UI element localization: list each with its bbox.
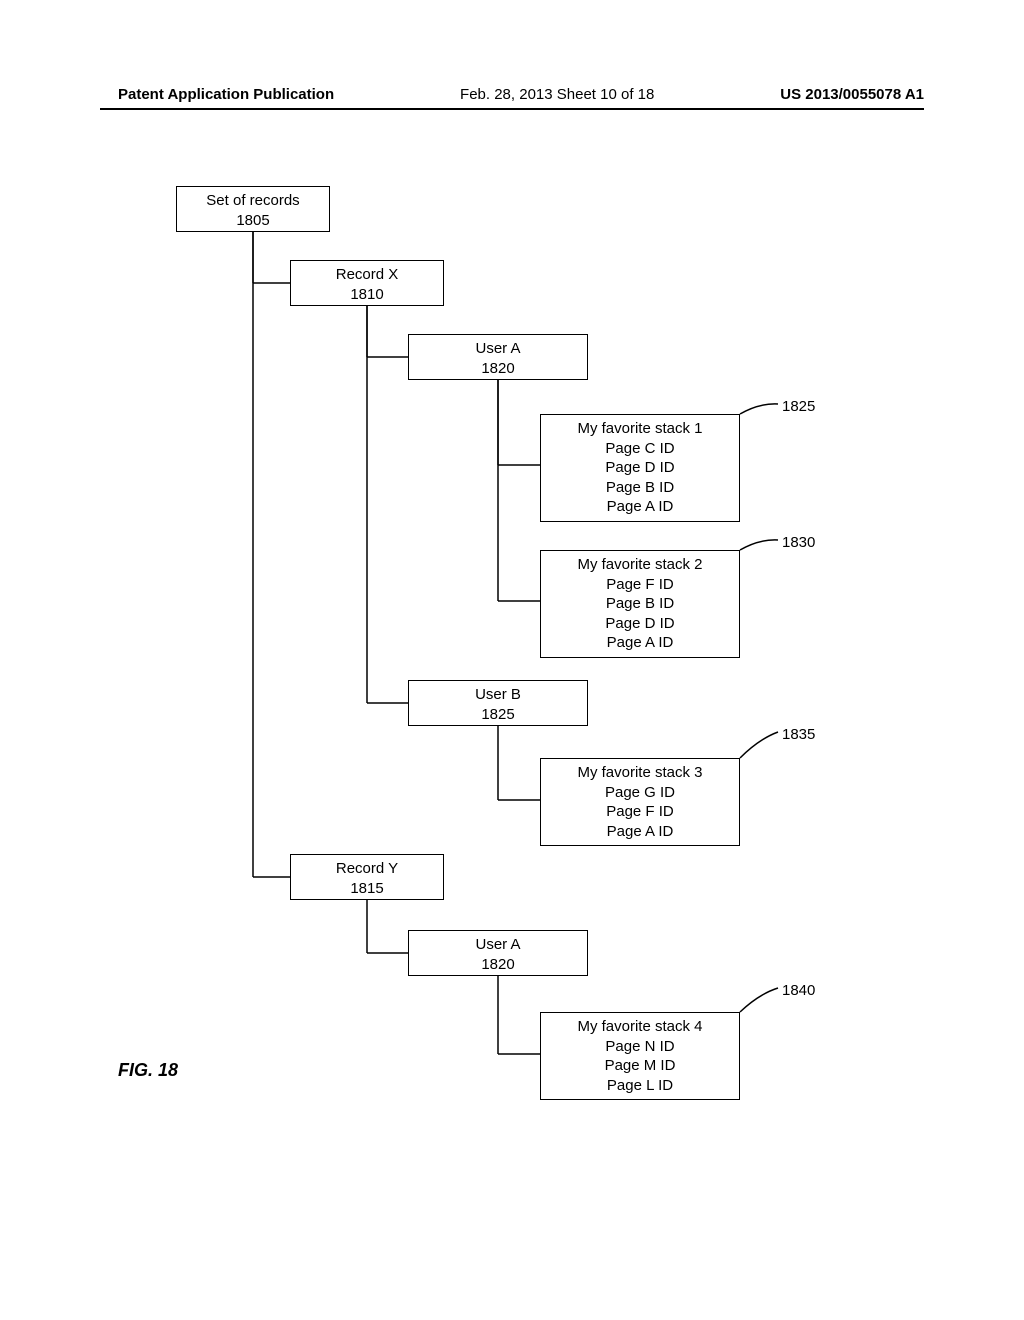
connectors-svg: [0, 0, 1024, 1320]
node-ref: 1810: [297, 285, 437, 305]
stack-title: My favorite stack 3: [551, 763, 729, 783]
node-user-b: User B 1825: [408, 680, 588, 726]
stack-item: Page M ID: [551, 1056, 729, 1076]
stack-item: Page C ID: [551, 439, 729, 459]
stack-3: My favorite stack 3 Page G ID Page F ID …: [540, 758, 740, 846]
stack-4: My favorite stack 4 Page N ID Page M ID …: [540, 1012, 740, 1100]
stack-item: Page A ID: [551, 497, 729, 517]
node-user-a-2: User A 1820: [408, 930, 588, 976]
page: Patent Application Publication Feb. 28, …: [0, 0, 1024, 1320]
node-ref: 1820: [415, 359, 581, 379]
node-record-y: Record Y 1815: [290, 854, 444, 900]
node-label: Record Y: [297, 859, 437, 879]
node-label: User A: [415, 935, 581, 955]
node-label: Set of records: [183, 191, 323, 211]
node-label: User B: [415, 685, 581, 705]
ref-label-1825: 1825: [782, 398, 815, 415]
stack-item: Page D ID: [551, 614, 729, 634]
node-label: User A: [415, 339, 581, 359]
node-ref: 1805: [183, 211, 323, 231]
stack-item: Page B ID: [551, 594, 729, 614]
node-ref: 1815: [297, 879, 437, 899]
ref-label-1840: 1840: [782, 982, 815, 999]
stack-title: My favorite stack 2: [551, 555, 729, 575]
stack-1: My favorite stack 1 Page C ID Page D ID …: [540, 414, 740, 522]
node-user-a-1: User A 1820: [408, 334, 588, 380]
stack-item: Page A ID: [551, 633, 729, 653]
stack-item: Page F ID: [551, 802, 729, 822]
stack-item: Page L ID: [551, 1076, 729, 1096]
stack-item: Page G ID: [551, 783, 729, 803]
node-record-x: Record X 1810: [290, 260, 444, 306]
tree-diagram: Set of records 1805 Record X 1810 User A…: [0, 0, 1024, 1320]
stack-item: Page D ID: [551, 458, 729, 478]
stack-title: My favorite stack 1: [551, 419, 729, 439]
node-label: Record X: [297, 265, 437, 285]
node-ref: 1820: [415, 955, 581, 975]
ref-label-1830: 1830: [782, 534, 815, 551]
stack-title: My favorite stack 4: [551, 1017, 729, 1037]
stack-item: Page N ID: [551, 1037, 729, 1057]
node-root: Set of records 1805: [176, 186, 330, 232]
stack-item: Page A ID: [551, 822, 729, 842]
ref-label-1835: 1835: [782, 726, 815, 743]
figure-label: FIG. 18: [118, 1060, 178, 1081]
stack-item: Page B ID: [551, 478, 729, 498]
node-ref: 1825: [415, 705, 581, 725]
stack-2: My favorite stack 2 Page F ID Page B ID …: [540, 550, 740, 658]
stack-item: Page F ID: [551, 575, 729, 595]
